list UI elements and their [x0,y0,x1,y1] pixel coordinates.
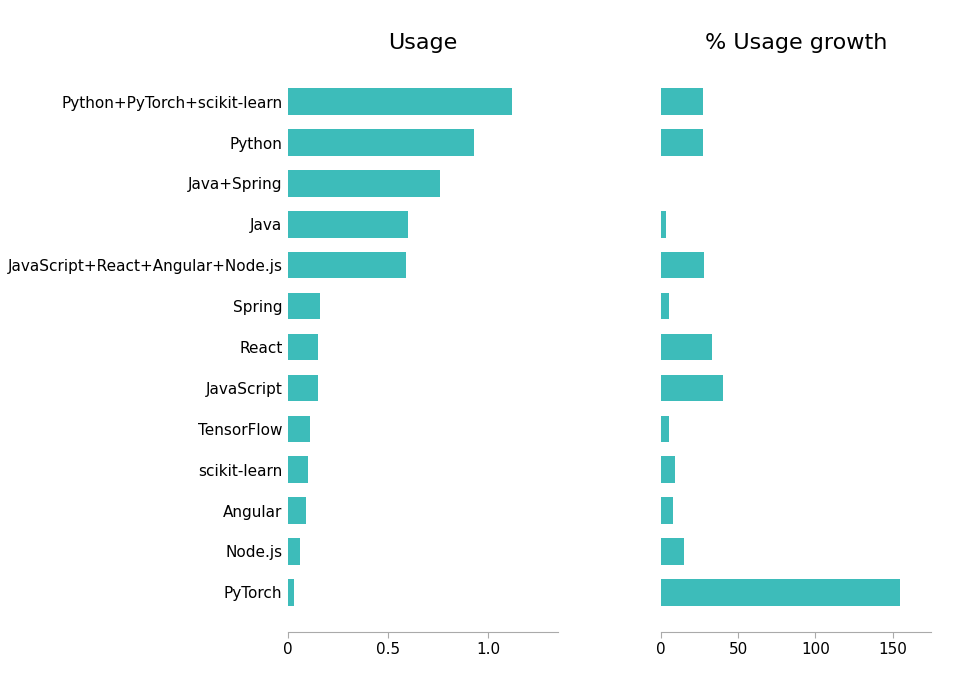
Bar [660,129,703,156]
Bar [660,88,703,115]
Bar [288,293,320,319]
Bar [660,457,675,483]
Bar [288,538,300,565]
Bar [660,498,673,524]
Bar [660,211,665,237]
Bar [288,252,406,278]
Bar [660,334,712,360]
Bar [660,252,705,278]
Bar [660,375,723,401]
Bar [288,334,318,360]
Bar [660,416,669,442]
Bar [288,211,408,237]
Bar [288,416,310,442]
Bar [660,293,669,319]
Title: % Usage growth: % Usage growth [705,33,887,53]
Bar [288,579,294,606]
Bar [288,457,308,483]
Bar [660,538,684,565]
Bar [288,375,318,401]
Title: Usage: Usage [389,33,458,53]
Bar [288,170,440,196]
Bar [288,129,474,156]
Bar [288,498,306,524]
Bar [288,88,513,115]
Bar [660,579,900,606]
